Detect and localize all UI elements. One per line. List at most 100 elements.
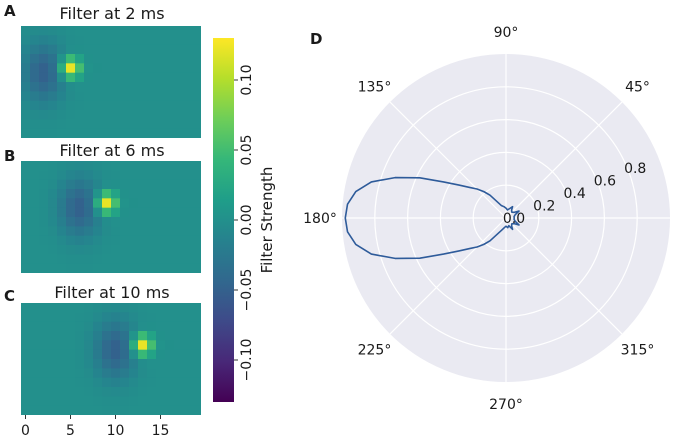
heatmap-cell	[183, 179, 193, 190]
heatmap-cell	[111, 396, 121, 407]
heatmap-cell	[48, 387, 58, 397]
heatmap-cell	[111, 128, 121, 138]
heatmap-cell	[102, 44, 112, 55]
heatmap-cell	[156, 226, 166, 237]
heatmap-cell	[174, 359, 184, 369]
heatmap-cell	[129, 340, 139, 351]
heatmap-cell	[30, 245, 40, 255]
heatmap-cell	[156, 235, 166, 246]
heatmap-cell	[156, 82, 166, 92]
heatmap-cell	[183, 263, 193, 273]
heatmap-cell	[75, 128, 85, 138]
heatmap-cell	[192, 128, 201, 138]
heatmap-cell	[183, 303, 193, 313]
heatmap-cell	[192, 359, 201, 369]
heatmap-cell	[120, 368, 130, 379]
heatmap-cell	[174, 226, 184, 237]
heatmap-cell	[30, 198, 40, 209]
heatmap-cell	[111, 44, 121, 55]
heatmap-cell	[156, 254, 166, 265]
heatmap-cell	[138, 198, 148, 209]
heatmap-cell	[156, 54, 166, 64]
heatmap-cell	[84, 100, 94, 111]
heatmap-cell	[120, 303, 130, 313]
heatmap-cell	[75, 170, 85, 181]
heatmap-cell	[192, 349, 201, 360]
heatmap-cell	[174, 110, 184, 120]
heatmap-cell	[138, 35, 148, 46]
heatmap-cell	[84, 91, 94, 102]
heatmap-cell	[102, 207, 112, 218]
heatmap-cell	[75, 198, 85, 209]
heatmap-cell	[75, 226, 85, 237]
heatmap-cell	[21, 321, 31, 332]
heatmap-cell	[129, 161, 139, 171]
heatmap-cell	[30, 263, 40, 273]
heatmap-cell	[156, 198, 166, 209]
heatmap-cell	[66, 44, 76, 55]
heatmap-cell	[93, 226, 103, 237]
heatmap-cell	[48, 82, 58, 92]
heatmap-cell	[129, 72, 139, 83]
heatmap-cell	[174, 44, 184, 55]
heatmap-cell	[138, 254, 148, 265]
heatmap-cell	[84, 128, 94, 138]
heatmap-cell	[165, 44, 175, 55]
heatmap-cell	[102, 217, 112, 227]
heatmap-cell	[48, 198, 58, 209]
heatmap-cell	[111, 170, 121, 181]
heatmap-cell	[102, 72, 112, 83]
heatmap-cell	[156, 405, 166, 415]
heatmap-cell	[84, 359, 94, 369]
heatmap-cell	[57, 405, 67, 415]
heatmap-cell	[192, 119, 201, 130]
heatmap-cell	[147, 63, 157, 74]
heatmap-cell	[111, 405, 121, 415]
heatmap-cell	[57, 189, 67, 199]
heatmap-cell	[102, 396, 112, 407]
heatmap-cell	[174, 254, 184, 265]
heatmap-cell	[156, 72, 166, 83]
heatmap-cell	[39, 368, 49, 379]
heatmap-cell	[93, 312, 103, 323]
heatmap-cell	[174, 377, 184, 388]
heatmap-cell	[48, 377, 58, 388]
heatmap-cell	[57, 198, 67, 209]
heatmap-cell	[75, 189, 85, 199]
heatmap-cell	[75, 245, 85, 255]
x-tick-label: 10	[107, 423, 125, 437]
heatmap-cell	[138, 119, 148, 130]
heatmap-cell	[75, 312, 85, 323]
heatmap-cell	[174, 405, 184, 415]
heatmap-cell	[192, 405, 201, 415]
heatmap-cell	[129, 235, 139, 246]
heatmap-cell	[183, 72, 193, 83]
heatmap-cell	[183, 26, 193, 36]
heatmap-cell	[48, 72, 58, 83]
heatmap-cell	[93, 263, 103, 273]
heatmap-cell	[93, 340, 103, 351]
heatmap-cell	[147, 368, 157, 379]
heatmap-cell	[39, 254, 49, 265]
heatmap-cell	[129, 54, 139, 64]
heatmap-cell	[138, 128, 148, 138]
heatmap-cell	[147, 179, 157, 190]
heatmap-cell	[57, 254, 67, 265]
heatmap-cell	[57, 63, 67, 74]
heatmap-cell	[75, 235, 85, 246]
heatmap-cell	[120, 396, 130, 407]
heatmap-cell	[165, 359, 175, 369]
heatmap-cell	[66, 349, 76, 360]
heatmap-cell	[84, 245, 94, 255]
polar-angle-label: 315°	[621, 343, 655, 359]
heatmap-cell	[183, 128, 193, 138]
heatmap-cell	[138, 359, 148, 369]
heatmap-cell	[165, 110, 175, 120]
heatmap-cell	[174, 303, 184, 313]
heatmap-cell	[120, 349, 130, 360]
heatmap-cell	[30, 26, 40, 36]
heatmap-cell	[165, 245, 175, 255]
heatmap-cell	[192, 100, 201, 111]
heatmap-cell	[156, 331, 166, 341]
